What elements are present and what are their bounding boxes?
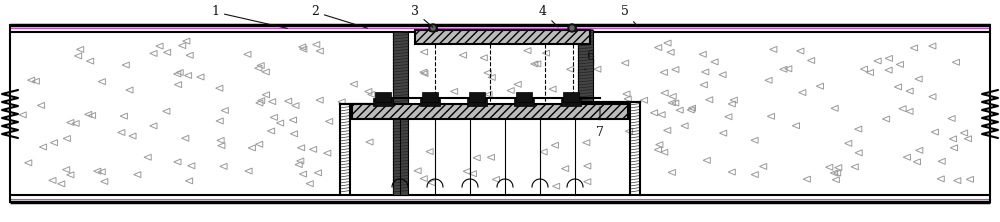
Bar bbox=[467, 98, 487, 106]
Bar bbox=[352, 104, 628, 119]
Text: 7: 7 bbox=[596, 107, 604, 139]
Bar bbox=[514, 98, 534, 106]
Bar bbox=[420, 98, 440, 106]
Circle shape bbox=[568, 24, 576, 32]
Circle shape bbox=[431, 26, 435, 30]
Text: 2: 2 bbox=[311, 6, 367, 28]
Bar bbox=[563, 92, 579, 102]
Bar bbox=[373, 98, 393, 106]
Bar bbox=[429, 26, 437, 31]
Text: 3: 3 bbox=[411, 6, 433, 27]
Bar bbox=[422, 92, 438, 102]
Bar bbox=[568, 26, 576, 31]
Text: 6: 6 bbox=[585, 50, 594, 70]
Bar bbox=[516, 92, 532, 102]
Text: 5: 5 bbox=[621, 6, 638, 27]
Bar bbox=[375, 92, 391, 102]
Circle shape bbox=[429, 24, 437, 32]
Text: 1: 1 bbox=[211, 6, 287, 28]
Bar bbox=[393, 32, 408, 195]
Bar bbox=[561, 98, 581, 106]
Bar bbox=[415, 30, 590, 44]
Circle shape bbox=[570, 26, 574, 30]
Bar bbox=[469, 92, 485, 102]
Text: 4: 4 bbox=[539, 6, 558, 27]
Bar bbox=[578, 30, 593, 102]
